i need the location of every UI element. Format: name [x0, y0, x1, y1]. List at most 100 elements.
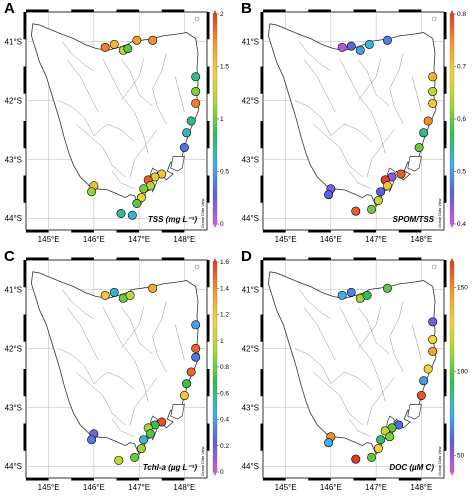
colorbar-tick-label: 1.2: [220, 312, 229, 319]
lon-tick-label: 147°E: [365, 483, 387, 492]
station-marker: [191, 72, 201, 82]
lat-tick-label: 42°S: [5, 96, 22, 105]
colorbar-tick-label: 1: [220, 338, 224, 345]
station-marker: [416, 391, 426, 401]
frame-tick-right: [444, 369, 447, 397]
frame-tick-top: [263, 9, 286, 12]
river: [366, 377, 395, 426]
station-marker: [373, 444, 383, 454]
frame-tick-right: [207, 369, 210, 397]
colorbar-tick-label: 1.5: [220, 64, 229, 71]
lon-tick-label: 146°E: [320, 483, 342, 492]
station-marker: [148, 283, 158, 293]
lon-tick-label: 145°E: [38, 483, 60, 492]
station-marker: [423, 116, 433, 126]
frame-tick-left: [23, 175, 26, 203]
colorbar-tick-label: 1.6: [220, 259, 229, 266]
station-marker: [123, 44, 133, 54]
frame-tick-left: [23, 369, 26, 397]
river: [75, 371, 126, 426]
lat-tick-label: 43°S: [5, 155, 22, 164]
river: [102, 306, 149, 402]
tasman-peninsula: [170, 156, 185, 172]
frame-tick-top: [308, 9, 331, 12]
station-marker: [396, 169, 406, 179]
station-marker: [428, 98, 438, 108]
lon-tick-label: 148°E: [410, 235, 432, 244]
station-marker: [367, 204, 377, 214]
colorbar: [212, 13, 218, 225]
station-marker: [191, 352, 201, 362]
tasman-peninsula: [170, 404, 185, 420]
frame-tick-left: [23, 260, 26, 288]
station-marker: [130, 452, 140, 462]
frame-tick-bottom: [263, 230, 286, 233]
lon-tick-label: 148°E: [173, 483, 195, 492]
river: [93, 123, 135, 142]
frame-tick-left: [260, 121, 263, 149]
river: [75, 123, 126, 178]
station-marker: [364, 39, 374, 49]
lat-tick-label: 44°S: [242, 462, 259, 471]
lon-tick-label: 146°E: [320, 235, 342, 244]
lat-tick-label: 44°S: [5, 462, 22, 471]
lon-tick-label: 147°E: [128, 483, 150, 492]
map-tchl-a: 145°E 146°E 147°E 148°E 41°S 42°S 43°S 44°S ☼ Tch…: [5, 257, 229, 492]
station-marker: [382, 35, 392, 45]
frame-tick-right: [444, 66, 447, 94]
station-marker: [419, 376, 429, 386]
frame-tick-top: [71, 9, 94, 12]
river: [62, 41, 95, 72]
river: [57, 348, 95, 384]
frame-tick-bottom: [71, 230, 94, 233]
river: [357, 58, 390, 107]
frame-tick-top: [116, 257, 140, 260]
station-marker: [428, 72, 438, 82]
station-marker: [87, 187, 97, 197]
river: [111, 418, 135, 438]
colorbar-tick-label: 0: [220, 221, 224, 228]
frame-tick-right: [207, 260, 210, 288]
frame-tick-bottom: [161, 230, 185, 233]
colorbar: [449, 261, 455, 473]
frame-tick-right: [207, 66, 210, 94]
panel-a: A 145°E 146°E 147°E 148°E 41°S 42°S 43°S 44°S ☼ T…: [0, 0, 237, 248]
frame-tick-bottom: [353, 230, 377, 233]
lat-tick-label: 43°S: [5, 403, 22, 412]
station-marker: [182, 128, 192, 138]
frame-tick-top: [263, 257, 286, 260]
station-marker: [428, 87, 438, 97]
colorbar-tick-label: 1.4: [220, 285, 229, 292]
colorbar-tick-label: 2: [220, 11, 224, 18]
colorbar-tick-label: 0.6: [457, 116, 466, 123]
river: [57, 100, 95, 136]
lat-tick-label: 43°S: [242, 403, 259, 412]
station-marker: [100, 290, 110, 300]
frame-tick-top: [308, 257, 331, 260]
lon-tick-label: 146°E: [83, 235, 105, 244]
river: [339, 58, 386, 154]
lat-tick-label: 41°S: [242, 37, 259, 46]
station-marker: [428, 346, 438, 356]
river: [348, 170, 372, 190]
map-tss: 145°E 146°E 147°E 148°E 41°S 42°S 43°S 44°S ☼ TSS…: [5, 9, 229, 244]
colorbar-tick-label: 0: [220, 469, 224, 476]
frame-tick-bottom: [308, 230, 331, 233]
tasmania-coastline: [30, 23, 200, 208]
colorbar-bottom-arrow: [213, 472, 217, 476]
colorbar: [212, 261, 218, 473]
station-marker: [376, 435, 386, 445]
colorbar-tick-label: 0.6: [220, 390, 229, 397]
station-marker: [191, 320, 201, 330]
river: [299, 289, 332, 320]
station-marker: [109, 39, 119, 49]
frame-tick-left: [260, 314, 263, 342]
station-marker: [136, 444, 146, 454]
station-marker: [109, 287, 119, 297]
panel-letter: B: [241, 0, 252, 17]
colorbar-tick-label: 0.5: [220, 169, 229, 176]
river: [389, 53, 404, 125]
colorbar-tick-label: 0.7: [457, 64, 466, 71]
river: [303, 58, 336, 113]
lat-tick-label: 41°S: [242, 285, 259, 294]
